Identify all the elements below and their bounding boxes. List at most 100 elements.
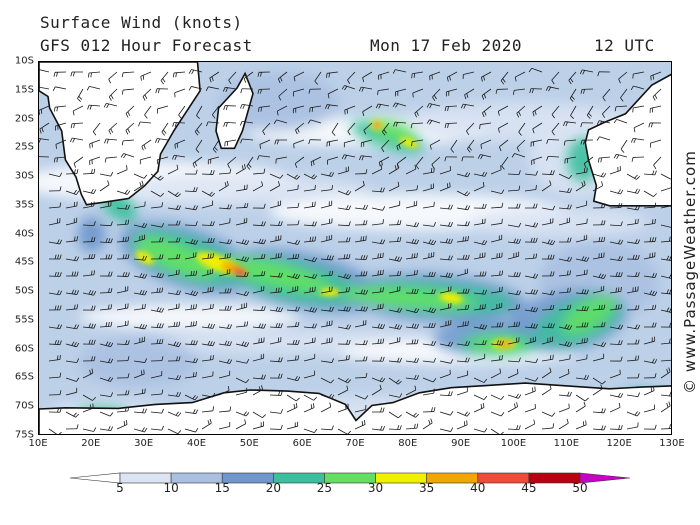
wind-barb [235, 184, 248, 192]
wind-barb [650, 71, 662, 81]
wind-barb [184, 321, 197, 328]
wind-barb [133, 201, 146, 209]
wind-barb [269, 323, 283, 329]
wind-barb [48, 271, 62, 277]
wind-barb [507, 272, 521, 278]
wind-barb [575, 218, 588, 226]
wind-barb [235, 202, 249, 209]
wind-barb [371, 338, 385, 345]
wind-barb [48, 305, 62, 311]
wind-barb [592, 304, 606, 311]
wind-barb [518, 122, 526, 136]
wind-barb [643, 218, 656, 226]
wind-barb [326, 71, 339, 78]
wind-barb [116, 420, 128, 430]
wind-barb [269, 337, 282, 345]
wind-barb [529, 88, 543, 94]
legend-tick-label: 5 [116, 481, 124, 495]
wind-barb [388, 256, 403, 262]
wind-barb [303, 403, 315, 413]
wind-barb [524, 253, 538, 260]
wind-barb [558, 256, 573, 262]
wind-barb [286, 285, 299, 294]
wind-barb [150, 356, 164, 362]
wind-barb [558, 287, 572, 294]
wind-barb [460, 103, 475, 109]
lat-tick-label: 40S [14, 228, 34, 240]
wind-barb [121, 139, 135, 146]
wind-barb [592, 203, 606, 209]
wind-barb [626, 286, 639, 294]
wind-barb [73, 156, 84, 168]
wind-barb [490, 189, 505, 195]
wind-barb [490, 411, 505, 417]
wind-barb [39, 69, 50, 73]
wind-barb [65, 271, 79, 277]
wind-barb [184, 187, 198, 193]
wind-barb [507, 304, 520, 311]
wind-barb [524, 336, 537, 345]
wind-barb [558, 324, 573, 330]
wind-barb [252, 271, 266, 277]
wind-barb [252, 285, 265, 294]
wind-barb [82, 221, 96, 226]
wind-barb [461, 156, 475, 162]
wind-barb [65, 424, 79, 430]
wind-barb [235, 217, 248, 226]
wind-barb [388, 337, 401, 345]
wind-barb [53, 105, 67, 112]
wind-barb [371, 252, 384, 260]
wind-barb [507, 321, 521, 328]
wind-barb [473, 182, 485, 192]
wind-barb [446, 71, 458, 82]
lon-tick-label: 50E [239, 438, 259, 449]
wind-barb [235, 377, 250, 384]
wind-barb [70, 71, 84, 77]
wind-barb [116, 165, 128, 175]
wind-barb [303, 273, 318, 279]
wind-barb [354, 289, 368, 295]
wind-barb [524, 222, 539, 228]
wind-barb [541, 384, 552, 396]
wind-barb [167, 254, 181, 260]
wind-barb [252, 374, 266, 380]
wind-barb [558, 304, 572, 311]
wind-barb [188, 86, 203, 91]
lat-tick-label: 60S [14, 343, 34, 355]
wind-barb [422, 407, 436, 413]
wind-barb [141, 139, 152, 151]
wind-barb [558, 217, 571, 226]
wind-barb [184, 428, 199, 433]
wind-barb [490, 322, 504, 328]
wind-barb [133, 369, 145, 379]
wind-barb [286, 253, 300, 260]
wind-barb [643, 202, 657, 209]
wind-barb [392, 69, 407, 74]
wind-barb [116, 219, 130, 226]
wind-barb [524, 306, 539, 313]
wind-barb [207, 156, 220, 165]
wind-barb [388, 163, 399, 175]
wind-barb [575, 180, 586, 192]
wind-barb [121, 88, 135, 95]
wind-barb [218, 323, 233, 330]
wind-barb [150, 202, 163, 209]
wind-barb [405, 238, 420, 245]
wind-barb [228, 71, 237, 85]
wind-barb [405, 339, 419, 345]
wind-barb [551, 71, 560, 85]
wind-barb [99, 221, 113, 227]
wind-barb [286, 321, 300, 328]
wind-barb [275, 156, 288, 164]
wind-barb [551, 105, 560, 119]
wind-barb [144, 105, 152, 119]
wind-barb [648, 122, 662, 128]
wind-barb [171, 154, 186, 160]
wind-barb [507, 337, 520, 345]
wind-barb [218, 340, 233, 347]
lat-tick-label: 65S [14, 371, 34, 383]
wind-barb [580, 122, 594, 128]
wind-barb [507, 203, 521, 209]
wind-barb [269, 252, 282, 260]
wind-barb [388, 271, 402, 277]
